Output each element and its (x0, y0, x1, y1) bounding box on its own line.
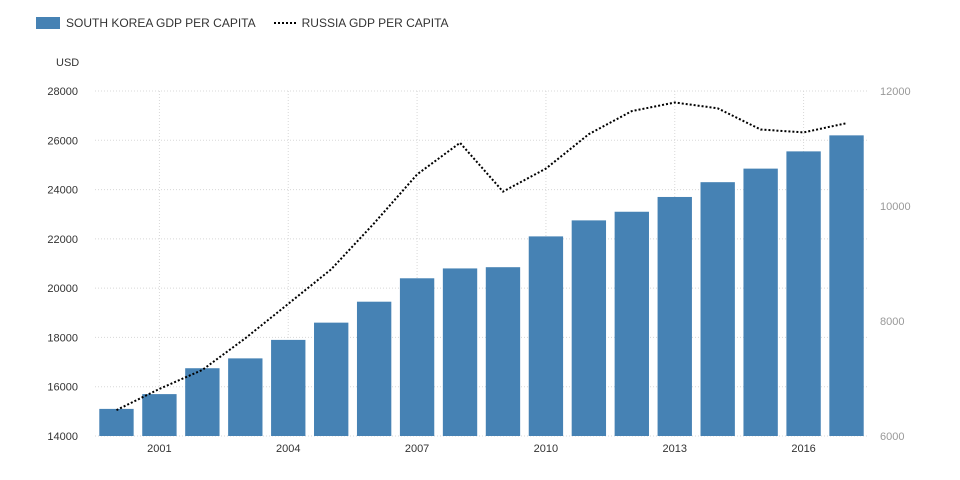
y-left-tick-label: 18000 (47, 332, 78, 344)
y-right-tick-label: 6000 (880, 431, 904, 443)
bar-south-korea (442, 268, 478, 436)
y-axis-label: USD (56, 57, 79, 69)
y-right-tick-label: 8000 (880, 316, 904, 328)
y-left-tick-label: 22000 (47, 234, 78, 246)
legend-swatch-south-korea (36, 17, 60, 29)
bar-south-korea (99, 408, 134, 436)
y-left-tick-label: 16000 (47, 382, 78, 394)
bar-south-korea (399, 278, 435, 436)
y-left-tick-label: 24000 (47, 185, 78, 197)
y-left-tick-label: 28000 (47, 86, 78, 98)
y-right-tick-label: 10000 (880, 201, 911, 213)
legend-label-russia: RUSSIA GDP PER CAPITA (301, 16, 449, 30)
legend-label-south-korea: SOUTH KOREA GDP PER CAPITA (66, 16, 256, 30)
bar-south-korea (614, 211, 649, 436)
chart-legend: SOUTH KOREA GDP PER CAPITA RUSSIA GDP PE… (36, 16, 467, 30)
bar-south-korea (314, 322, 349, 436)
legend-item-russia[interactable]: RUSSIA GDP PER CAPITA (273, 16, 449, 30)
bar-south-korea (228, 358, 263, 436)
x-tick-label: 2016 (791, 443, 815, 455)
x-tick-label: 2013 (663, 443, 687, 455)
bar-south-korea (528, 236, 564, 436)
bar-south-korea (142, 394, 177, 436)
bar-south-korea (657, 196, 692, 436)
y-left-tick-label: 14000 (47, 431, 78, 443)
y-left-tick-label: 26000 (47, 135, 78, 147)
bar-south-korea (700, 182, 735, 436)
x-tick-label: 2007 (405, 443, 429, 455)
x-tick-label: 2001 (147, 443, 171, 455)
bar-south-korea (743, 168, 778, 436)
legend-item-south-korea[interactable]: SOUTH KOREA GDP PER CAPITA (36, 16, 256, 30)
legend-swatch-russia (273, 22, 296, 24)
bar-south-korea (829, 135, 864, 436)
bar-south-korea (271, 339, 306, 436)
bar-south-korea (786, 151, 821, 436)
y-left-tick-label: 20000 (47, 283, 78, 295)
line-russia (116, 101, 847, 411)
bar-south-korea (185, 368, 220, 436)
y-right-tick-label: 12000 (880, 86, 911, 98)
x-tick-label: 2004 (276, 443, 300, 455)
x-tick-label: 2010 (534, 443, 558, 455)
bar-south-korea (571, 220, 607, 436)
bar-south-korea (485, 267, 521, 436)
bar-south-korea (356, 301, 392, 436)
